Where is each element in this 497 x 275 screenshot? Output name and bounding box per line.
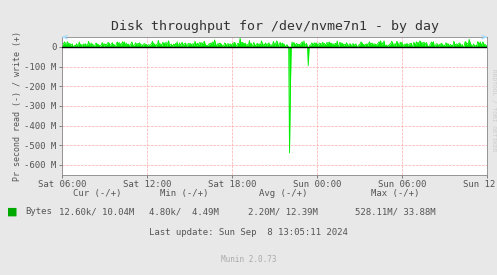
Text: Avg (-/+): Avg (-/+) (259, 189, 308, 198)
Y-axis label: Pr second read (-) / write (+): Pr second read (-) / write (+) (12, 31, 21, 181)
Text: Munin 2.0.73: Munin 2.0.73 (221, 255, 276, 264)
Text: Cur (-/+): Cur (-/+) (73, 189, 121, 198)
Text: 2.20M/ 12.39M: 2.20M/ 12.39M (248, 207, 318, 216)
Title: Disk throughput for /dev/nvme7n1 - by day: Disk throughput for /dev/nvme7n1 - by da… (111, 20, 438, 33)
Text: RRDTOOL / TOBI OETIKER: RRDTOOL / TOBI OETIKER (491, 69, 496, 151)
Text: 528.11M/ 33.88M: 528.11M/ 33.88M (355, 207, 435, 216)
Text: Max (-/+): Max (-/+) (371, 189, 419, 198)
Text: Min (-/+): Min (-/+) (160, 189, 208, 198)
Text: 4.80k/  4.49M: 4.80k/ 4.49M (149, 207, 219, 216)
Text: Last update: Sun Sep  8 13:05:11 2024: Last update: Sun Sep 8 13:05:11 2024 (149, 228, 348, 237)
Text: ■: ■ (7, 207, 18, 217)
Text: Bytes: Bytes (25, 207, 52, 216)
Text: 12.60k/ 10.04M: 12.60k/ 10.04M (59, 207, 135, 216)
